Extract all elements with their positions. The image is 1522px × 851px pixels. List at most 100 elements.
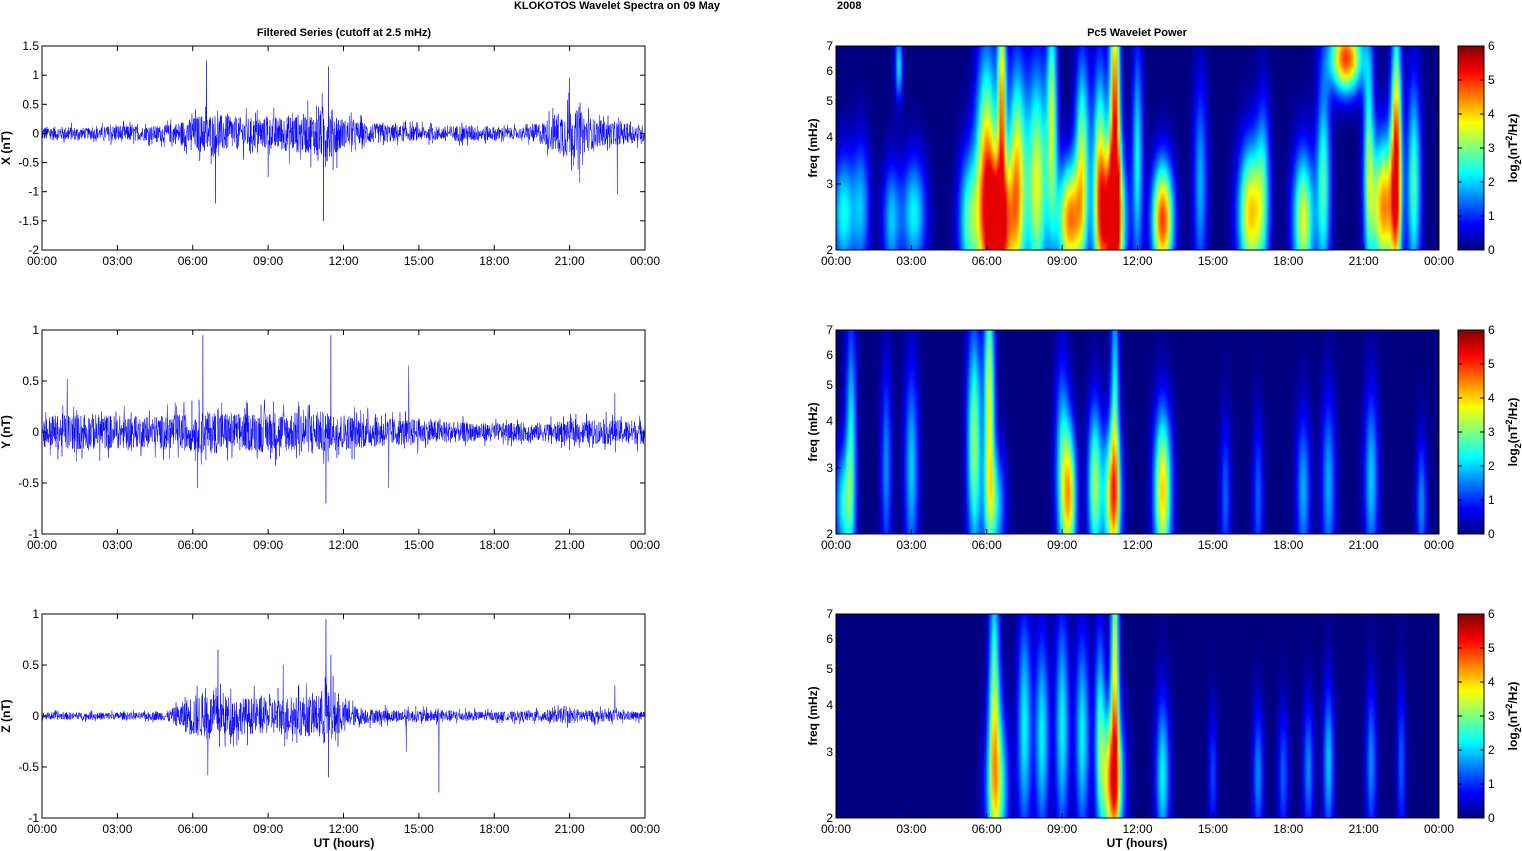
y-axis-label: freq (mHz) — [806, 118, 820, 177]
timeseries-panel-x: -2 -1.5 -1 -0.5 0 0.5 1 1.5 00:00 03:00 06:00 09:00… — [0, 39, 660, 268]
colorbar-tick-label: 4 — [1488, 391, 1495, 405]
y-tick-label: 1 — [32, 607, 39, 621]
colorbar-tick-label: 0 — [1488, 811, 1495, 825]
right-xlabel: UT (hours) — [1107, 836, 1168, 850]
x-tick-label: 00:00 — [27, 254, 57, 268]
x-tick-label: 03:00 — [102, 538, 132, 552]
x-tick-label: 12:00 — [328, 822, 358, 836]
x-tick-label: 18:00 — [1273, 538, 1303, 552]
y-tick-label: 0 — [32, 126, 39, 140]
x-tick-label: 15:00 — [1198, 254, 1228, 268]
colorbar-tick-label: 6 — [1488, 323, 1495, 337]
x-tick-label: 21:00 — [1349, 822, 1379, 836]
x-tick-label: 12:00 — [1122, 538, 1152, 552]
y-tick-label: 1 — [32, 323, 39, 337]
y-tick-label: 5 — [826, 378, 833, 392]
wavelet-panel-y: 2 3 4 5 6 7 00:00 03:00 06:00 09:00 12:00 15:00 18:0… — [806, 323, 1522, 552]
y-tick-label: -2 — [28, 243, 39, 257]
x-tick-label: 06:00 — [972, 254, 1002, 268]
y-tick-label: 3 — [826, 461, 833, 475]
x-tick-label: 21:00 — [1349, 254, 1379, 268]
colorbar-tick-label: 0 — [1488, 243, 1495, 257]
x-tick-label: 03:00 — [896, 538, 926, 552]
x-tick-label: 09:00 — [253, 254, 283, 268]
y-tick-label: -1 — [28, 185, 39, 199]
y-tick-label: -1.5 — [18, 214, 39, 228]
y-tick-label: 6 — [826, 632, 833, 646]
colorbar-tick-label: 0 — [1488, 527, 1495, 541]
x-tick-label: 03:00 — [102, 254, 132, 268]
x-tick-label: 12:00 — [1122, 254, 1152, 268]
colorbar-tick-label: 3 — [1488, 141, 1495, 155]
x-tick-label: 21:00 — [1349, 538, 1379, 552]
x-tick-label: 12:00 — [328, 538, 358, 552]
x-tick-label: 00:00 — [821, 254, 851, 268]
timeseries-panel-y: -1 -0.5 0 0.5 1 00:00 03:00 06:00 09:00 12:00 15:0… — [0, 323, 660, 552]
colorbar — [1458, 614, 1484, 818]
colorbar-tick-label: 4 — [1488, 107, 1495, 121]
x-tick-label: 15:00 — [1198, 822, 1228, 836]
y-tick-label: 6 — [826, 348, 833, 362]
x-tick-label: 00:00 — [1424, 822, 1454, 836]
colorbar-tick-label: 2 — [1488, 743, 1495, 757]
colorbar-label: log2(nT2/Hz) — [1504, 398, 1522, 467]
y-tick-label: 3 — [826, 745, 833, 759]
colorbar-tick-label: 3 — [1488, 425, 1495, 439]
y-axis-label: Z (nT) — [0, 699, 13, 732]
x-tick-label: 12:00 — [1122, 822, 1152, 836]
wavelet-panel-z: 2 3 4 5 6 7 00:00 03:00 06:00 09:00 12:00 15:00 18:0… — [806, 607, 1522, 836]
wavelet-power-image — [836, 330, 1439, 534]
y-tick-label: 6 — [826, 64, 833, 78]
wavelet-panel-x: 2 3 4 5 6 7 00:00 03:00 06:00 09:00 12:00 15:00 18:0… — [806, 39, 1522, 268]
y-tick-label: -1 — [28, 527, 39, 541]
x-tick-label: 00:00 — [1424, 538, 1454, 552]
y-axis-label: freq (mHz) — [806, 402, 820, 461]
colorbar-tick-label: 3 — [1488, 709, 1495, 723]
colorbar-tick-label: 6 — [1488, 607, 1495, 621]
y-axis-label: Y (nT) — [0, 415, 13, 449]
figure-suptitle: KLOKOTOS Wavelet Spectra on 09 May — [514, 0, 721, 12]
x-tick-label: 15:00 — [404, 254, 434, 268]
x-tick-label: 15:00 — [404, 822, 434, 836]
x-tick-label: 00:00 — [821, 538, 851, 552]
y-tick-label: -0.5 — [18, 760, 39, 774]
colorbar-tick-label: 1 — [1488, 209, 1495, 223]
colorbar-label: log2(nT2/Hz) — [1504, 682, 1522, 751]
x-tick-label: 18:00 — [1273, 822, 1303, 836]
x-tick-label: 06:00 — [972, 538, 1002, 552]
colorbar-tick-label: 2 — [1488, 459, 1495, 473]
series-line — [41, 619, 646, 793]
x-tick-label: 03:00 — [896, 822, 926, 836]
y-tick-label: 0.5 — [22, 374, 39, 388]
y-tick-label: -1 — [28, 811, 39, 825]
y-tick-label: 4 — [826, 130, 833, 144]
y-tick-label: 5 — [826, 94, 833, 108]
colorbar-tick-label: 1 — [1488, 493, 1495, 507]
x-tick-label: 00:00 — [1424, 254, 1454, 268]
colorbar-tick-label: 5 — [1488, 73, 1495, 87]
colorbar — [1458, 46, 1484, 250]
x-tick-label: 06:00 — [178, 538, 208, 552]
y-tick-label: 0 — [32, 709, 39, 723]
y-axis-label: X (nT) — [0, 131, 13, 165]
x-tick-label: 21:00 — [555, 254, 585, 268]
x-tick-label: 15:00 — [1198, 538, 1228, 552]
y-tick-label: 4 — [826, 698, 833, 712]
x-tick-label: 00:00 — [27, 538, 57, 552]
x-tick-label: 18:00 — [479, 822, 509, 836]
colorbar-tick-label: 5 — [1488, 641, 1495, 655]
x-tick-label: 18:00 — [479, 254, 509, 268]
x-tick-label: 03:00 — [102, 822, 132, 836]
colorbar-tick-label: 1 — [1488, 777, 1495, 791]
left-xlabel: UT (hours) — [314, 836, 375, 850]
x-tick-label: 00:00 — [821, 822, 851, 836]
x-tick-label: 00:00 — [630, 822, 660, 836]
x-tick-label: 21:00 — [555, 822, 585, 836]
series-line — [41, 335, 646, 504]
x-tick-label: 18:00 — [1273, 254, 1303, 268]
y-tick-label: -0.5 — [18, 156, 39, 170]
x-tick-label: 06:00 — [178, 822, 208, 836]
x-tick-label: 03:00 — [896, 254, 926, 268]
timeseries-panel-z: -1 -0.5 0 0.5 1 00:00 03:00 06:00 09:00 12:00 15:0… — [0, 607, 660, 836]
